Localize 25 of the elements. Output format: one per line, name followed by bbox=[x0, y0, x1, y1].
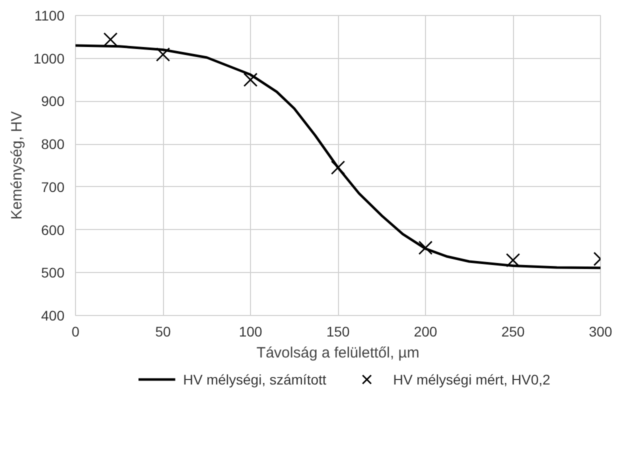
legend-label: HV mélységi, számított bbox=[183, 372, 326, 388]
x-tick-label: 0 bbox=[72, 324, 80, 340]
y-tick-label: 400 bbox=[41, 308, 65, 324]
y-tick-label: 900 bbox=[41, 93, 65, 110]
x-tick-label: 100 bbox=[238, 324, 262, 340]
y-tick-label: 500 bbox=[41, 264, 65, 281]
point bbox=[103, 32, 118, 47]
legend-label: HV mélységi mért, HV0,2 bbox=[393, 372, 550, 388]
y-tick-label: 600 bbox=[41, 222, 65, 238]
point bbox=[418, 240, 433, 255]
y-tick-label: 1100 bbox=[34, 8, 65, 24]
x-tick-label: 250 bbox=[501, 324, 525, 340]
point bbox=[156, 47, 170, 62]
y-tick-label: 800 bbox=[41, 136, 65, 152]
point bbox=[506, 253, 520, 268]
x-axis-title: Távolság a felülettől, µm bbox=[256, 344, 420, 362]
x-tick-label: 300 bbox=[588, 324, 612, 340]
y-tick-label: 700 bbox=[41, 178, 65, 195]
x-tick-label: 150 bbox=[326, 324, 350, 340]
point bbox=[330, 160, 346, 175]
x-tick-label: 50 bbox=[155, 324, 171, 340]
y-tick-label: 1000 bbox=[33, 50, 65, 66]
point bbox=[243, 72, 258, 87]
y-axis-title: Keménység, HV bbox=[8, 111, 26, 220]
x-tick-label: 200 bbox=[414, 324, 438, 340]
